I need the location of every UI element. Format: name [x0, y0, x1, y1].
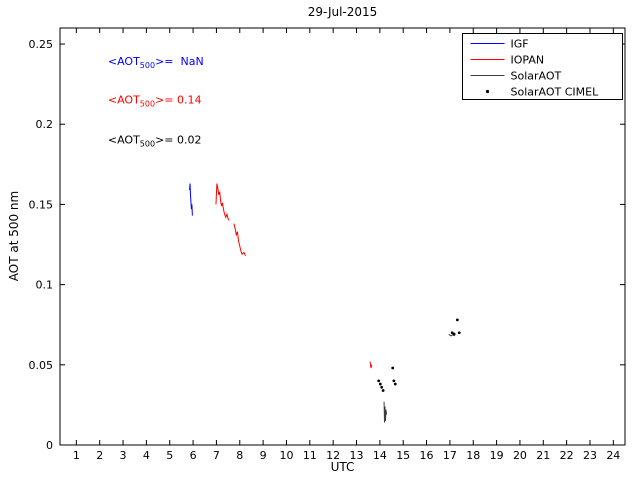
x-axis-label: UTC	[330, 460, 355, 474]
y-tick-label: 0.05	[29, 359, 54, 372]
x-tick-label: 15	[396, 449, 410, 462]
legend-label-iopan: IOPAN	[511, 54, 545, 67]
x-tick-label: 12	[326, 449, 340, 462]
x-tick-label: 7	[213, 449, 220, 462]
x-tick-label: 1	[73, 449, 80, 462]
series-solaraot-cimel-point	[377, 379, 381, 383]
series-solaraot-cimel-point	[391, 366, 395, 370]
series-solaraot-cimel-point	[378, 382, 382, 386]
x-tick-label: 9	[260, 449, 267, 462]
x-tick-label: 13	[350, 449, 364, 462]
series-iopan-line	[233, 223, 247, 256]
annotation-aot500-2: <AOT500>= 0.02	[108, 133, 202, 148]
x-tick-label: 5	[166, 449, 173, 462]
legend-label-igf: IGF	[511, 38, 529, 51]
x-tick-label: 14	[373, 449, 387, 462]
x-tick-label: 17	[443, 449, 457, 462]
x-tick-label: 3	[120, 449, 127, 462]
legend-label-solaraot-cimel: SolarAOT CIMEL	[511, 86, 600, 99]
series-solaraot-cimel-point	[457, 331, 461, 335]
plot-border	[59, 27, 626, 446]
series-solaraot-cimel-point	[380, 385, 384, 389]
x-tick-label: 21	[536, 449, 550, 462]
annotation-aot500-1: <AOT500>= 0.14	[108, 93, 202, 108]
series-solaraot-cimel-point	[392, 379, 396, 383]
x-tick-label: 19	[490, 449, 504, 462]
x-tick-label: 4	[143, 449, 150, 462]
x-tick-label: 2	[96, 449, 103, 462]
legend-box	[462, 33, 623, 100]
legend-label-solaraot: SolarAOT	[511, 70, 562, 83]
series-igf-line	[189, 183, 193, 216]
legend-sample-solaraot-cimel-dot	[485, 89, 490, 94]
series-iopan-line	[369, 361, 373, 369]
chart-title: 29-Jul-2015	[307, 5, 378, 19]
series-solaraot-cimel-point	[450, 331, 454, 335]
series-solaraot-cimel-point	[452, 332, 456, 336]
series-solaraot-line	[383, 401, 388, 423]
x-tick-label: 23	[583, 449, 597, 462]
x-tick-label: 22	[560, 449, 574, 462]
y-axis-label: AOT at 500 nm	[7, 190, 21, 282]
series-solaraot-cimel-point	[381, 389, 385, 392]
series-solaraot-cimel-point	[393, 382, 397, 386]
x-tick-label: 16	[420, 449, 434, 462]
x-tick-label: 8	[236, 449, 243, 462]
y-tick-label: 0.1	[36, 279, 54, 292]
series-solaraot-cimel-point	[455, 318, 459, 322]
x-tick-label: 11	[303, 449, 317, 462]
series-iopan-line	[215, 183, 230, 221]
y-tick-label: 0.15	[29, 198, 54, 211]
y-tick-label: 0.25	[29, 38, 54, 51]
y-tick-label: 0	[46, 439, 53, 452]
x-tick-label: 20	[513, 449, 527, 462]
x-tick-label: 18	[466, 449, 480, 462]
x-tick-label: 6	[190, 449, 197, 462]
annotation-aot500-0: <AOT500>= NaN	[108, 55, 204, 70]
x-tick-label: 10	[279, 449, 293, 462]
x-tick-label: 24	[606, 449, 620, 462]
y-tick-label: 0.2	[36, 118, 54, 131]
